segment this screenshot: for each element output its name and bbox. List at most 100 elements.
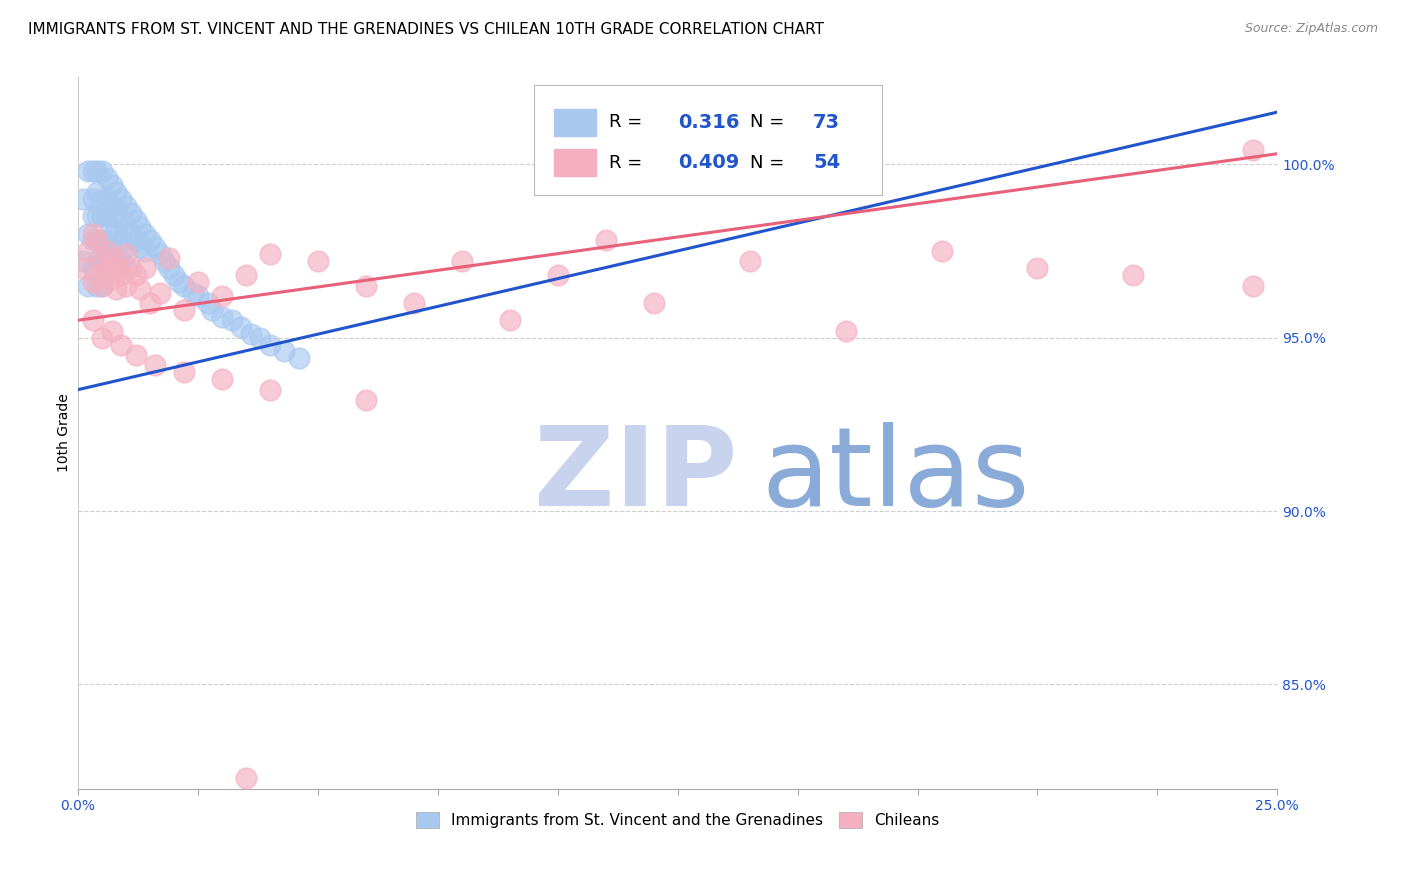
Point bbox=[157, 251, 180, 265]
Point bbox=[149, 285, 172, 300]
Point bbox=[100, 271, 122, 285]
Point bbox=[1241, 278, 1264, 293]
Point bbox=[287, 351, 309, 366]
Point bbox=[125, 234, 148, 248]
Point bbox=[235, 268, 257, 282]
Point bbox=[307, 254, 329, 268]
Point bbox=[643, 296, 665, 310]
Point bbox=[76, 278, 98, 293]
Point bbox=[110, 212, 132, 227]
Point bbox=[173, 365, 195, 379]
Point bbox=[211, 310, 233, 324]
FancyBboxPatch shape bbox=[534, 85, 882, 194]
Point bbox=[105, 282, 128, 296]
Point bbox=[187, 289, 209, 303]
Point bbox=[86, 278, 108, 293]
Point bbox=[76, 164, 98, 178]
Point bbox=[450, 254, 472, 268]
Point bbox=[96, 234, 118, 248]
FancyBboxPatch shape bbox=[554, 109, 596, 136]
Point bbox=[91, 164, 114, 178]
Point bbox=[129, 282, 152, 296]
Point bbox=[110, 192, 132, 206]
Point bbox=[173, 302, 195, 317]
Point bbox=[259, 337, 281, 351]
Point bbox=[738, 254, 761, 268]
Point bbox=[235, 771, 257, 785]
FancyBboxPatch shape bbox=[554, 149, 596, 177]
Point bbox=[115, 199, 138, 213]
Point bbox=[96, 254, 118, 268]
Y-axis label: 10th Grade: 10th Grade bbox=[58, 393, 72, 473]
Point bbox=[125, 212, 148, 227]
Point bbox=[96, 244, 118, 258]
Point bbox=[72, 254, 94, 268]
Point bbox=[96, 209, 118, 223]
Point bbox=[82, 227, 104, 241]
Point bbox=[96, 171, 118, 186]
Point bbox=[82, 192, 104, 206]
Point bbox=[211, 289, 233, 303]
Point bbox=[139, 296, 162, 310]
Point bbox=[211, 372, 233, 386]
Point bbox=[91, 254, 114, 268]
Point bbox=[354, 392, 377, 407]
Point bbox=[86, 254, 108, 268]
Point bbox=[86, 234, 108, 248]
Point bbox=[125, 268, 148, 282]
Point bbox=[110, 268, 132, 282]
Point bbox=[82, 313, 104, 327]
Point bbox=[149, 247, 172, 261]
Text: N =: N = bbox=[749, 153, 790, 172]
Point bbox=[120, 227, 142, 241]
Point bbox=[173, 278, 195, 293]
Point bbox=[221, 313, 243, 327]
Point bbox=[120, 261, 142, 276]
Point bbox=[115, 278, 138, 293]
Point bbox=[201, 302, 224, 317]
Point bbox=[1026, 261, 1049, 276]
Point bbox=[115, 219, 138, 234]
Point bbox=[402, 296, 425, 310]
Point bbox=[91, 234, 114, 248]
Point bbox=[105, 202, 128, 217]
Point bbox=[105, 223, 128, 237]
Point bbox=[86, 164, 108, 178]
Point bbox=[834, 324, 856, 338]
Point bbox=[86, 209, 108, 223]
Point bbox=[249, 330, 271, 344]
Point bbox=[82, 261, 104, 276]
Point bbox=[91, 254, 114, 268]
Point bbox=[1122, 268, 1144, 282]
Point bbox=[231, 320, 253, 334]
Point bbox=[110, 337, 132, 351]
Point bbox=[259, 383, 281, 397]
Point bbox=[143, 359, 166, 373]
Point bbox=[100, 240, 122, 254]
Point bbox=[595, 234, 617, 248]
Point bbox=[120, 205, 142, 219]
Point bbox=[129, 240, 152, 254]
Point bbox=[187, 275, 209, 289]
Point bbox=[91, 278, 114, 293]
Point bbox=[181, 285, 204, 300]
Point bbox=[96, 261, 118, 276]
Point bbox=[134, 244, 156, 258]
Point bbox=[82, 275, 104, 289]
Point bbox=[91, 209, 114, 223]
Point bbox=[86, 185, 108, 199]
Point bbox=[163, 268, 186, 282]
Point bbox=[197, 296, 219, 310]
Point bbox=[105, 261, 128, 276]
Point bbox=[167, 275, 190, 289]
Point bbox=[115, 240, 138, 254]
Point bbox=[72, 261, 94, 276]
Point bbox=[134, 227, 156, 241]
Point bbox=[82, 209, 104, 223]
Point bbox=[105, 244, 128, 258]
Point bbox=[100, 178, 122, 192]
Point bbox=[100, 261, 122, 276]
Text: ZIP: ZIP bbox=[534, 422, 737, 529]
Point bbox=[143, 240, 166, 254]
Point bbox=[91, 192, 114, 206]
